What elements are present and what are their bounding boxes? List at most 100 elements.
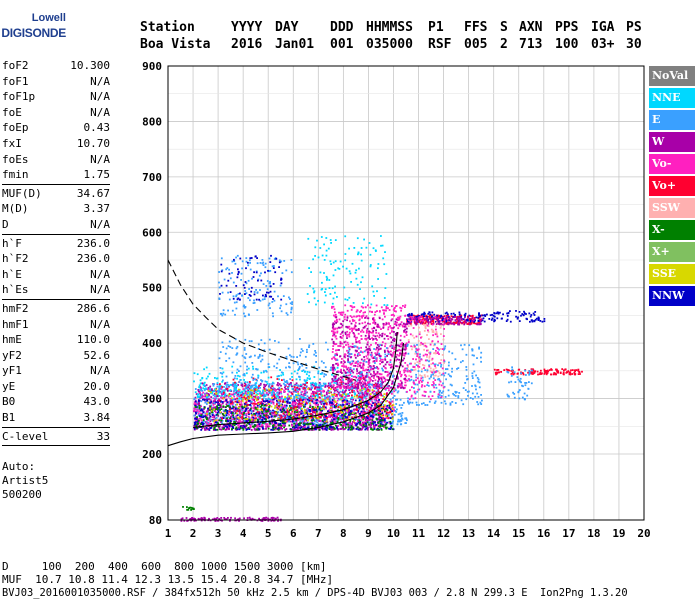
echo-point [377, 409, 380, 412]
echo-point [387, 417, 390, 420]
echo-point [364, 321, 366, 324]
echo-point [404, 345, 407, 348]
echo-point [208, 412, 211, 415]
echo-point [249, 425, 252, 428]
echo-point [253, 384, 256, 387]
echo-point [370, 408, 372, 411]
x-tick-label: 11 [412, 527, 426, 540]
echo-point [337, 413, 340, 415]
echo-point [366, 408, 368, 411]
echo-point [315, 409, 318, 411]
echo-point [244, 387, 247, 390]
echo-point [325, 413, 328, 415]
echo-point [229, 421, 232, 424]
echo-point [364, 416, 367, 419]
echo-point [324, 402, 327, 404]
echo-point [389, 408, 392, 411]
echo-point [310, 399, 312, 402]
echo-point [218, 426, 220, 429]
echo-point [347, 409, 350, 411]
echo-point [390, 363, 393, 366]
echo-point [209, 385, 212, 388]
echo-point [406, 327, 408, 330]
echo-point [376, 375, 378, 378]
echo-point [259, 393, 262, 396]
echo-point [308, 397, 311, 400]
echo-point [392, 374, 395, 377]
echo-point [381, 394, 384, 397]
echo-point [292, 404, 294, 407]
echo-point [213, 420, 216, 423]
echo-point [235, 388, 237, 390]
echo-point [393, 413, 396, 416]
echo-point [256, 414, 259, 417]
echo-point [232, 406, 235, 408]
echo-point [304, 423, 307, 426]
echo-point [222, 371, 225, 374]
echo-point [377, 325, 380, 327]
echo-point [284, 414, 287, 417]
echo-point [376, 339, 378, 341]
echo-point [377, 382, 379, 384]
echo-point [391, 347, 394, 349]
echo-point [393, 381, 396, 384]
echo-point [364, 316, 367, 319]
echo-point [389, 398, 392, 401]
echo-point [369, 354, 372, 356]
echo-point [376, 346, 378, 349]
echo-point [327, 392, 329, 394]
echo-point [195, 406, 198, 408]
echo-point [352, 421, 354, 423]
echo-point [370, 355, 373, 358]
echo-point [357, 340, 360, 343]
echo-point [254, 406, 257, 409]
echo-point [210, 409, 213, 412]
echo-point [284, 425, 286, 427]
echo-point [276, 399, 278, 402]
echo-point [371, 327, 374, 330]
echo-point [313, 424, 316, 427]
echo-point [302, 422, 305, 425]
echo-point [242, 393, 245, 396]
echo-point [224, 395, 227, 398]
echo-point [339, 336, 342, 338]
echo-point [200, 400, 203, 403]
echo-point [312, 343, 315, 345]
echo-point [363, 369, 366, 372]
echo-point [369, 406, 372, 409]
echo-point [344, 416, 346, 419]
echo-point [281, 410, 284, 413]
echo-point [385, 417, 388, 419]
echo-point [299, 378, 301, 381]
echo-point [324, 400, 327, 403]
echo-point [356, 346, 359, 349]
echo-point [318, 416, 321, 418]
echo-point [339, 386, 341, 389]
echo-point [329, 399, 331, 402]
echo-point [277, 424, 280, 427]
echo-point [263, 411, 266, 414]
echo-point [209, 389, 211, 391]
echo-point [380, 407, 383, 410]
echo-point [383, 418, 386, 420]
echo-point [378, 317, 381, 320]
echo-point [391, 392, 393, 395]
echo-point [367, 350, 370, 352]
echo-point [393, 310, 396, 312]
echo-point [305, 401, 308, 404]
echo-point [332, 334, 334, 337]
echo-point [303, 386, 306, 389]
echo-point [260, 408, 263, 410]
echo-point [369, 373, 372, 376]
echo-point [286, 393, 289, 396]
echo-point [370, 351, 373, 354]
echo-point [254, 419, 257, 422]
echo-point [193, 414, 196, 417]
echo-point [398, 318, 400, 321]
echo-point [312, 407, 315, 410]
echo-point [236, 395, 239, 397]
echo-point [385, 427, 388, 430]
echo-point [347, 382, 350, 385]
echo-point [293, 400, 295, 403]
echo-point [352, 364, 355, 367]
